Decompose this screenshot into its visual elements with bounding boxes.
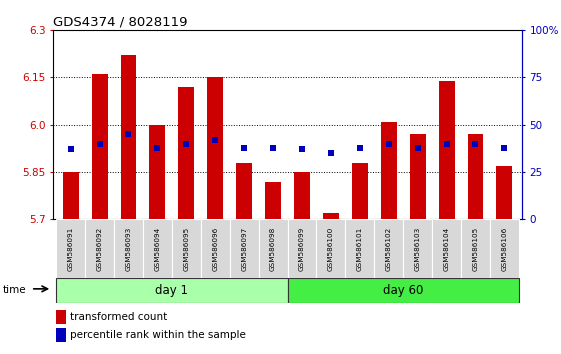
Bar — [207, 78, 223, 219]
Point — [471, 141, 480, 147]
Text: GSM586092: GSM586092 — [96, 227, 103, 271]
Text: GSM586104: GSM586104 — [444, 227, 449, 271]
Bar — [346, 219, 374, 278]
Text: GSM586103: GSM586103 — [415, 227, 421, 271]
Text: GSM586093: GSM586093 — [126, 227, 131, 271]
Bar — [381, 122, 397, 219]
Bar — [432, 219, 461, 278]
Bar — [172, 219, 201, 278]
Text: GSM586095: GSM586095 — [183, 227, 189, 271]
Text: GSM586100: GSM586100 — [328, 227, 334, 271]
Bar — [490, 219, 519, 278]
Point — [442, 141, 451, 147]
Text: GSM586105: GSM586105 — [472, 227, 479, 271]
Bar — [288, 278, 519, 303]
Point — [413, 145, 422, 150]
Text: percentile rank within the sample: percentile rank within the sample — [70, 330, 246, 340]
Bar — [229, 219, 259, 278]
Text: GSM586099: GSM586099 — [299, 227, 305, 271]
Bar — [143, 219, 172, 278]
Point — [124, 131, 133, 137]
Bar — [316, 219, 346, 278]
Bar — [439, 81, 454, 219]
Bar — [410, 134, 426, 219]
Text: GSM586091: GSM586091 — [68, 227, 73, 271]
Text: GSM586101: GSM586101 — [357, 227, 363, 271]
Text: GSM586094: GSM586094 — [154, 227, 160, 271]
Bar — [114, 219, 143, 278]
Bar — [91, 74, 108, 219]
Bar — [403, 219, 432, 278]
Text: GSM586097: GSM586097 — [241, 227, 247, 271]
Bar — [56, 219, 85, 278]
Text: GSM586096: GSM586096 — [212, 227, 218, 271]
Text: day 60: day 60 — [383, 284, 424, 297]
Text: GSM586102: GSM586102 — [386, 227, 392, 271]
Point — [182, 141, 191, 147]
Bar — [294, 172, 310, 219]
Point — [240, 145, 249, 150]
Bar — [265, 182, 281, 219]
Bar — [288, 219, 316, 278]
Point — [384, 141, 393, 147]
Bar — [323, 213, 339, 219]
Text: GSM586098: GSM586098 — [270, 227, 276, 271]
Point — [269, 145, 278, 150]
Text: GDS4374 / 8028119: GDS4374 / 8028119 — [53, 16, 188, 29]
Point — [95, 141, 104, 147]
Bar — [461, 219, 490, 278]
Bar — [259, 219, 287, 278]
Bar — [63, 172, 79, 219]
Text: transformed count: transformed count — [70, 312, 167, 322]
Bar — [201, 219, 229, 278]
Text: GSM586106: GSM586106 — [502, 227, 507, 271]
Text: day 1: day 1 — [155, 284, 188, 297]
Bar — [56, 278, 287, 303]
Bar — [236, 162, 252, 219]
Bar — [352, 162, 368, 219]
Point — [355, 145, 364, 150]
Bar — [149, 125, 165, 219]
Bar — [178, 87, 194, 219]
Point — [327, 150, 335, 156]
Bar — [85, 219, 114, 278]
Point — [66, 147, 75, 152]
Bar — [496, 166, 512, 219]
Bar — [121, 55, 136, 219]
Bar — [374, 219, 403, 278]
Point — [153, 145, 162, 150]
Point — [297, 147, 306, 152]
Point — [211, 137, 220, 143]
Bar — [467, 134, 484, 219]
Text: time: time — [3, 285, 26, 295]
Point — [500, 145, 509, 150]
